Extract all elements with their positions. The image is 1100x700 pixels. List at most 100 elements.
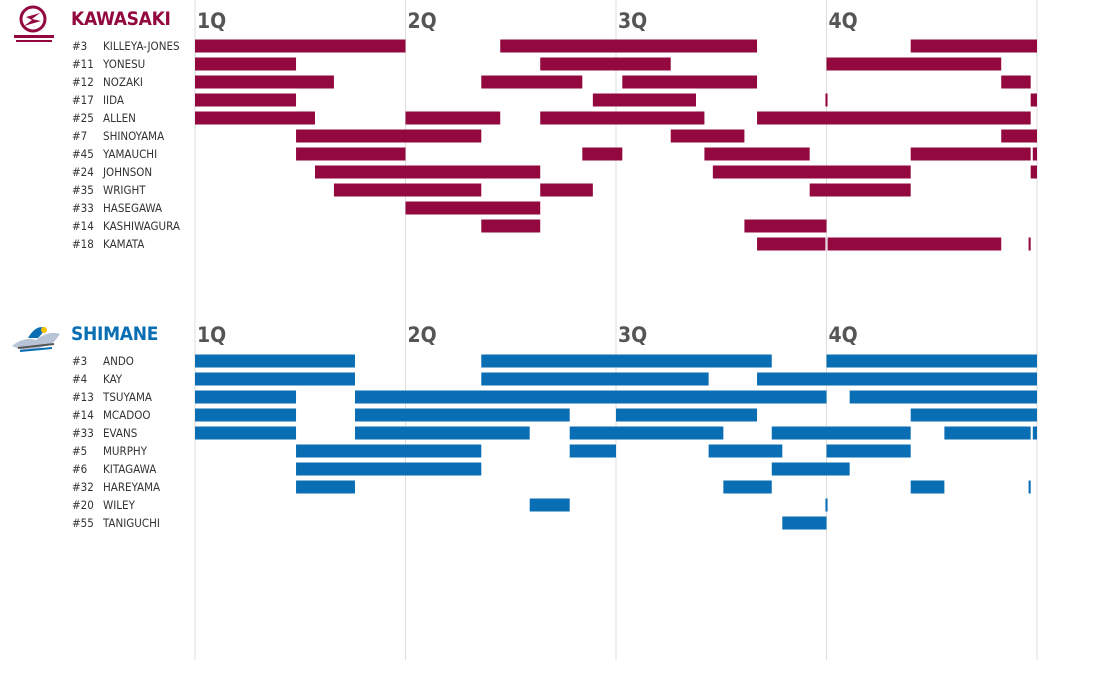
playing-stint-bar [296,147,406,161]
player-name: MURPHY [103,444,148,458]
playing-stint-bar [910,408,1037,422]
player-number: #55 [72,516,94,530]
playing-stint-bar [757,372,1037,386]
playing-stint-bar [195,93,297,107]
playing-stint-bar [827,237,1002,251]
player-name: HAREYAMA [103,480,160,494]
player-name: YONESU [102,57,145,71]
player-row: #45 YAMAUCHI [72,147,1037,161]
playing-stint-bar [910,147,1031,161]
playing-stint-bar [757,111,1031,125]
playing-stint-bar [826,57,1002,71]
playing-stint-bar [1028,480,1031,494]
quarter-label: 1Q [197,9,226,33]
playing-stint-bar [195,408,297,422]
playing-stint-bar [809,183,911,197]
team-name-shimane: SHIMANE [71,323,159,345]
playing-stint-bar [1030,165,1037,179]
player-name: HASEGAWA [103,201,162,215]
player-row: #18 KAMATA [72,237,1031,251]
playing-stint-bar [704,147,810,161]
playing-stint-bar [529,498,570,512]
playing-stint-bar [782,516,827,530]
player-name: TANIGUCHI [102,516,160,530]
player-number: #3 [72,39,87,53]
player-number: #7 [72,129,87,143]
playing-stint-bar [195,75,334,89]
playing-stint-bar [354,408,570,422]
player-row: #3 KILLEYA-JONES [72,39,1037,53]
playing-stint-bar [708,444,783,458]
player-row: #3 ANDO [72,354,1037,368]
playing-stint-bar [757,237,826,251]
player-row: #13 TSUYAMA [72,390,1037,404]
playing-stint-bar [825,498,828,512]
playing-stint-bar [592,93,696,107]
player-number: #13 [72,390,94,404]
playing-stint-bar [405,111,501,125]
player-number: #24 [72,165,94,179]
playing-stint-bar [712,165,911,179]
playing-stint-bar [481,372,709,386]
player-name: TSUYAMA [102,390,152,404]
kawasaki-logo [10,4,58,48]
player-number: #33 [72,426,94,440]
playing-stint-bar [500,39,758,53]
playing-stint-bar [540,111,705,125]
playing-stint-bar [825,93,828,107]
playing-stint-bar [540,57,671,71]
playing-stint-bar [849,390,1037,404]
player-number: #32 [72,480,94,494]
player-number: #35 [72,183,94,197]
playing-stint-bar [582,147,623,161]
team-chart-kawasaki: 1Q 2Q 3Q 4Q #3 KILLEYA-JONES #11 YONESU #12 NOZAK… [72,9,1037,251]
playing-stint-bar [296,462,482,476]
playing-stint-bar [540,183,593,197]
player-row: #20 WILEY [72,498,828,512]
quarter-label: 3Q [618,9,647,33]
player-name: SHINOYAMA [103,129,164,143]
player-number: #4 [72,372,87,386]
player-row: #33 HASEGAWA [72,201,541,215]
player-row: #7 SHINOYAMA [72,129,1037,143]
player-row: #14 KASHIWAGURA [72,219,827,233]
player-number: #45 [72,147,94,161]
player-row: #35 WRIGHT [72,183,911,197]
player-number: #33 [72,201,94,215]
player-number: #17 [72,93,94,107]
player-row: #17 IIDA [72,93,1037,107]
playing-stint-bar [481,219,541,233]
playing-stint-bar [354,426,530,440]
player-number: #5 [72,444,87,458]
player-name: EVANS [103,426,137,440]
playing-stint-bar [670,129,745,143]
playing-stint-bar [1030,93,1037,107]
playing-stint-bar [569,444,616,458]
playing-stint-bar [944,426,1031,440]
player-row: #12 NOZAKI [72,75,1031,89]
quarter-label: 3Q [618,323,647,347]
player-name: NOZAKI [103,75,143,89]
player-row: #5 MURPHY [72,444,911,458]
playing-stint-bar [195,39,406,53]
player-name: KAY [103,372,123,386]
playing-stint-bar [622,75,758,89]
player-row: #55 TANIGUCHI [72,516,827,530]
playing-stint-bar [354,390,827,404]
playing-stint-bar [910,480,945,494]
player-number: #25 [72,111,94,125]
playing-stint-bar [195,354,355,368]
playing-stint-bar [1001,75,1031,89]
playing-stint-bar [1028,237,1031,251]
player-number: #3 [72,354,87,368]
player-name: KASHIWAGURA [103,219,180,233]
playing-stint-bar [333,183,482,197]
playing-stint-bar [826,354,1037,368]
player-row: #14 MCADOO [72,408,1037,422]
playing-stint-bar [1001,129,1037,143]
player-name: ALLEN [103,111,136,125]
player-name: ANDO [103,354,134,368]
player-number: #20 [72,498,94,512]
playing-stint-bar [296,444,482,458]
